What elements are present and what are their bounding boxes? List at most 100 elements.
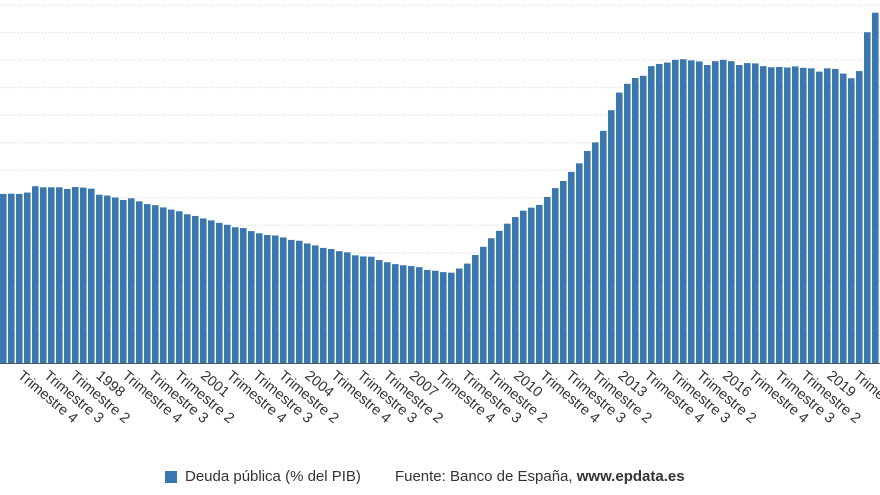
bar: [728, 61, 735, 364]
bar: [240, 228, 247, 363]
bar: [104, 195, 111, 363]
bar: [520, 210, 527, 363]
bar: [456, 268, 463, 363]
bar: [664, 62, 671, 364]
bar: [272, 235, 279, 363]
bar: [8, 193, 15, 363]
bar: [208, 220, 215, 363]
bar: [344, 252, 351, 363]
bar: [768, 67, 775, 364]
bar: [496, 230, 503, 363]
bar: [504, 223, 511, 363]
bar: [392, 264, 399, 363]
bar: [776, 66, 783, 364]
bar: [736, 65, 743, 363]
bar: [608, 110, 615, 363]
source-link[interactable]: www.epdata.es: [576, 468, 685, 485]
bar: [536, 204, 543, 363]
legend-label: Deuda pública (% del PIB): [185, 468, 361, 485]
bar: [416, 267, 423, 363]
bar: [752, 63, 759, 363]
bar: [184, 214, 191, 363]
source-text: Fuente: Banco de España, www.epdata.es: [395, 468, 685, 485]
bar: [120, 199, 127, 363]
bar: [648, 66, 655, 363]
bar: [800, 67, 807, 363]
bar: [688, 60, 695, 363]
bar: [256, 233, 263, 363]
bar: [640, 75, 647, 364]
bar: [464, 263, 471, 363]
bar: [864, 32, 871, 363]
bar: [48, 187, 55, 363]
bar: [440, 272, 447, 363]
bar: [112, 197, 119, 363]
bar: [424, 269, 431, 363]
bar: [576, 163, 583, 363]
bar: [408, 266, 415, 363]
bar: [88, 188, 95, 363]
bar: [472, 255, 479, 363]
bar: [376, 260, 383, 363]
bar: [16, 193, 23, 363]
bar: [136, 201, 143, 363]
bar: [320, 247, 327, 363]
bar: [696, 61, 703, 363]
bar: [264, 234, 271, 363]
bar: [192, 215, 199, 363]
bar: [720, 59, 727, 364]
bar: [624, 83, 631, 363]
bar: [712, 61, 719, 364]
bar: [328, 248, 335, 363]
bar: [584, 150, 591, 363]
bar: [32, 186, 39, 363]
bar: [592, 142, 599, 363]
bar: [312, 245, 319, 363]
bar: [432, 270, 439, 363]
bar: [784, 67, 791, 363]
bar: [176, 211, 183, 363]
legend-swatch: [165, 470, 177, 483]
bar: [808, 68, 815, 363]
bar: [144, 204, 151, 363]
bar: [672, 59, 679, 364]
bar: [832, 68, 839, 363]
bar: [848, 78, 855, 363]
bar: [400, 265, 407, 363]
bar: [288, 239, 295, 363]
bar: [680, 59, 687, 363]
bar: [56, 187, 63, 363]
bar: [224, 224, 231, 363]
bar: [368, 256, 375, 363]
bar: [552, 188, 559, 363]
bar: [0, 193, 7, 363]
bar: [248, 231, 255, 363]
bar: [336, 251, 343, 363]
bar: [568, 171, 575, 363]
bar: [40, 187, 47, 363]
bar: [200, 218, 207, 363]
bar: [528, 207, 535, 363]
bar: [96, 194, 103, 363]
bar: [352, 255, 359, 363]
bar: [448, 272, 455, 363]
bar: [80, 187, 87, 363]
bar: [280, 237, 287, 363]
bar: [632, 77, 639, 363]
bar: [72, 187, 79, 363]
bar: [488, 238, 495, 363]
bar: [544, 196, 551, 363]
bars: [0, 12, 879, 364]
bar: [616, 92, 623, 363]
bar: [656, 63, 663, 364]
bar: [792, 66, 799, 363]
bar: [872, 12, 879, 364]
source-label: Fuente: Banco de España,: [394, 468, 577, 485]
bar: [64, 188, 71, 363]
bar: [704, 65, 711, 363]
bar: [24, 192, 31, 363]
bar: [128, 198, 135, 363]
bar: [152, 205, 159, 363]
